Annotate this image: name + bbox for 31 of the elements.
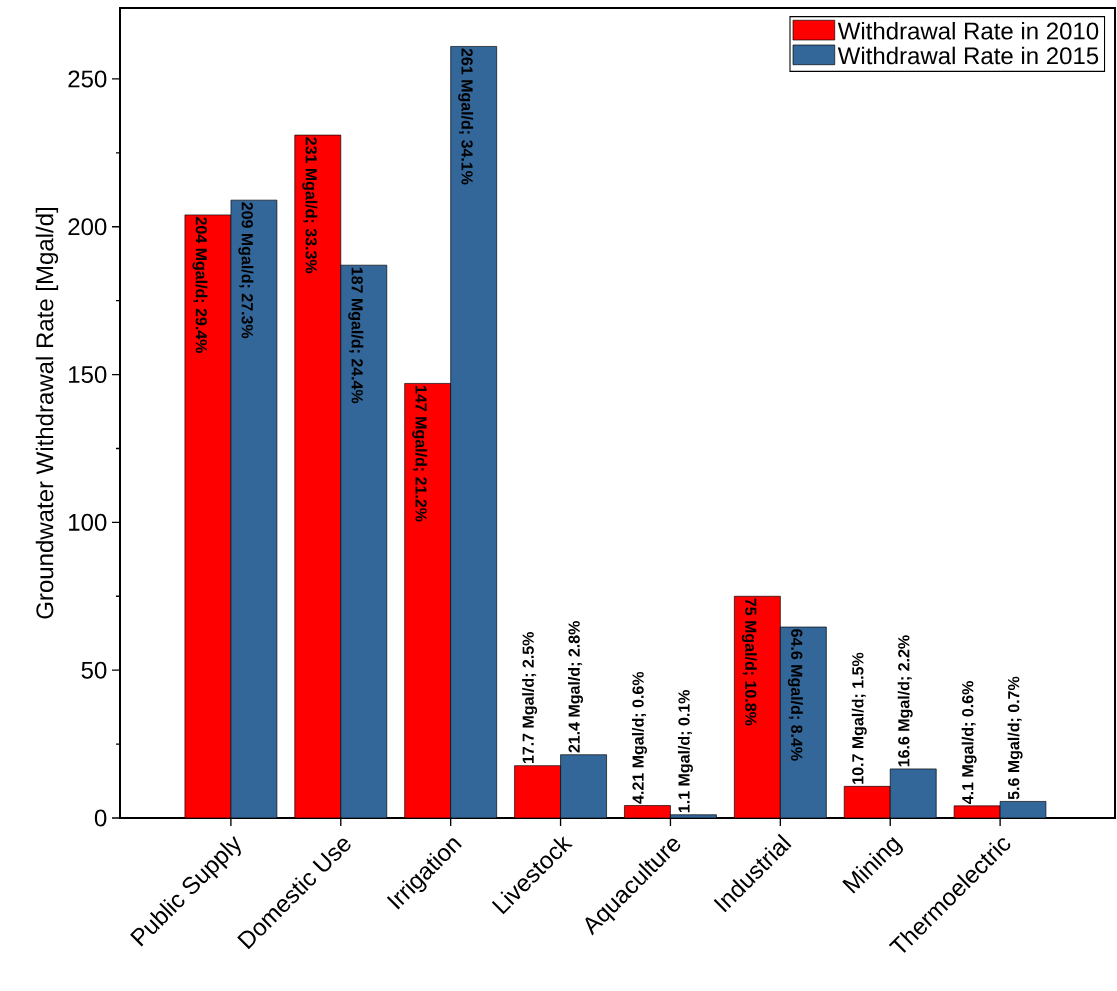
y-tick-label: 50	[81, 661, 107, 679]
data-label: 147 Mgal/d; 21.2%	[412, 386, 428, 522]
data-label: 204 Mgal/d; 29.4%	[192, 217, 208, 354]
bar	[294, 134, 342, 818]
bar	[734, 595, 781, 818]
data-label: 4.21 Mgal/d; 0.6%	[631, 671, 647, 804]
y-tick-label: 200	[68, 218, 107, 236]
y-tick-label: 100	[69, 513, 107, 531]
y-tick-label: 250	[68, 70, 107, 88]
bar	[184, 214, 232, 818]
data-label: 231 Mgal/d; 33.3%	[302, 137, 318, 274]
data-label: 16.6 Mgal/d; 2.2%	[897, 635, 913, 767]
bar	[404, 383, 452, 818]
data-label: 10.7 Mgal/d; 1.5%	[851, 652, 867, 784]
legend-label: Withdrawal Rate in 2010	[837, 21, 1099, 40]
data-label: 17.7 Mgal/d; 2.5%	[522, 632, 538, 764]
data-label: 209 Mgal/d; 27.3%	[238, 202, 254, 339]
data-label: 75 Mgal/d; 10.8%	[741, 598, 757, 726]
legend-label: Withdrawal Rate in 2015	[837, 46, 1099, 65]
data-label: 261 Mgal/d; 34.1%	[458, 48, 474, 185]
bar	[514, 765, 561, 818]
data-label: 4.1 Mgal/d; 0.6%	[961, 681, 977, 805]
bar	[843, 786, 891, 818]
data-label: 64.6 Mgal/d; 8.4%	[787, 629, 803, 761]
data-label: 187 Mgal/d; 24.4%	[348, 267, 364, 404]
y-tick-label: 0	[94, 809, 107, 827]
data-label: 21.4 Mgal/d; 2.8%	[568, 621, 584, 753]
y-axis-title: Groundwater Withdrawal Rate [Mgal/d]	[35, 208, 59, 619]
data-label: 5.6 Mgal/d; 0.7%	[1007, 676, 1023, 800]
data-label: 1.1 Mgal/d; 0.1%	[677, 689, 693, 813]
y-tick-label: 150	[69, 366, 107, 384]
